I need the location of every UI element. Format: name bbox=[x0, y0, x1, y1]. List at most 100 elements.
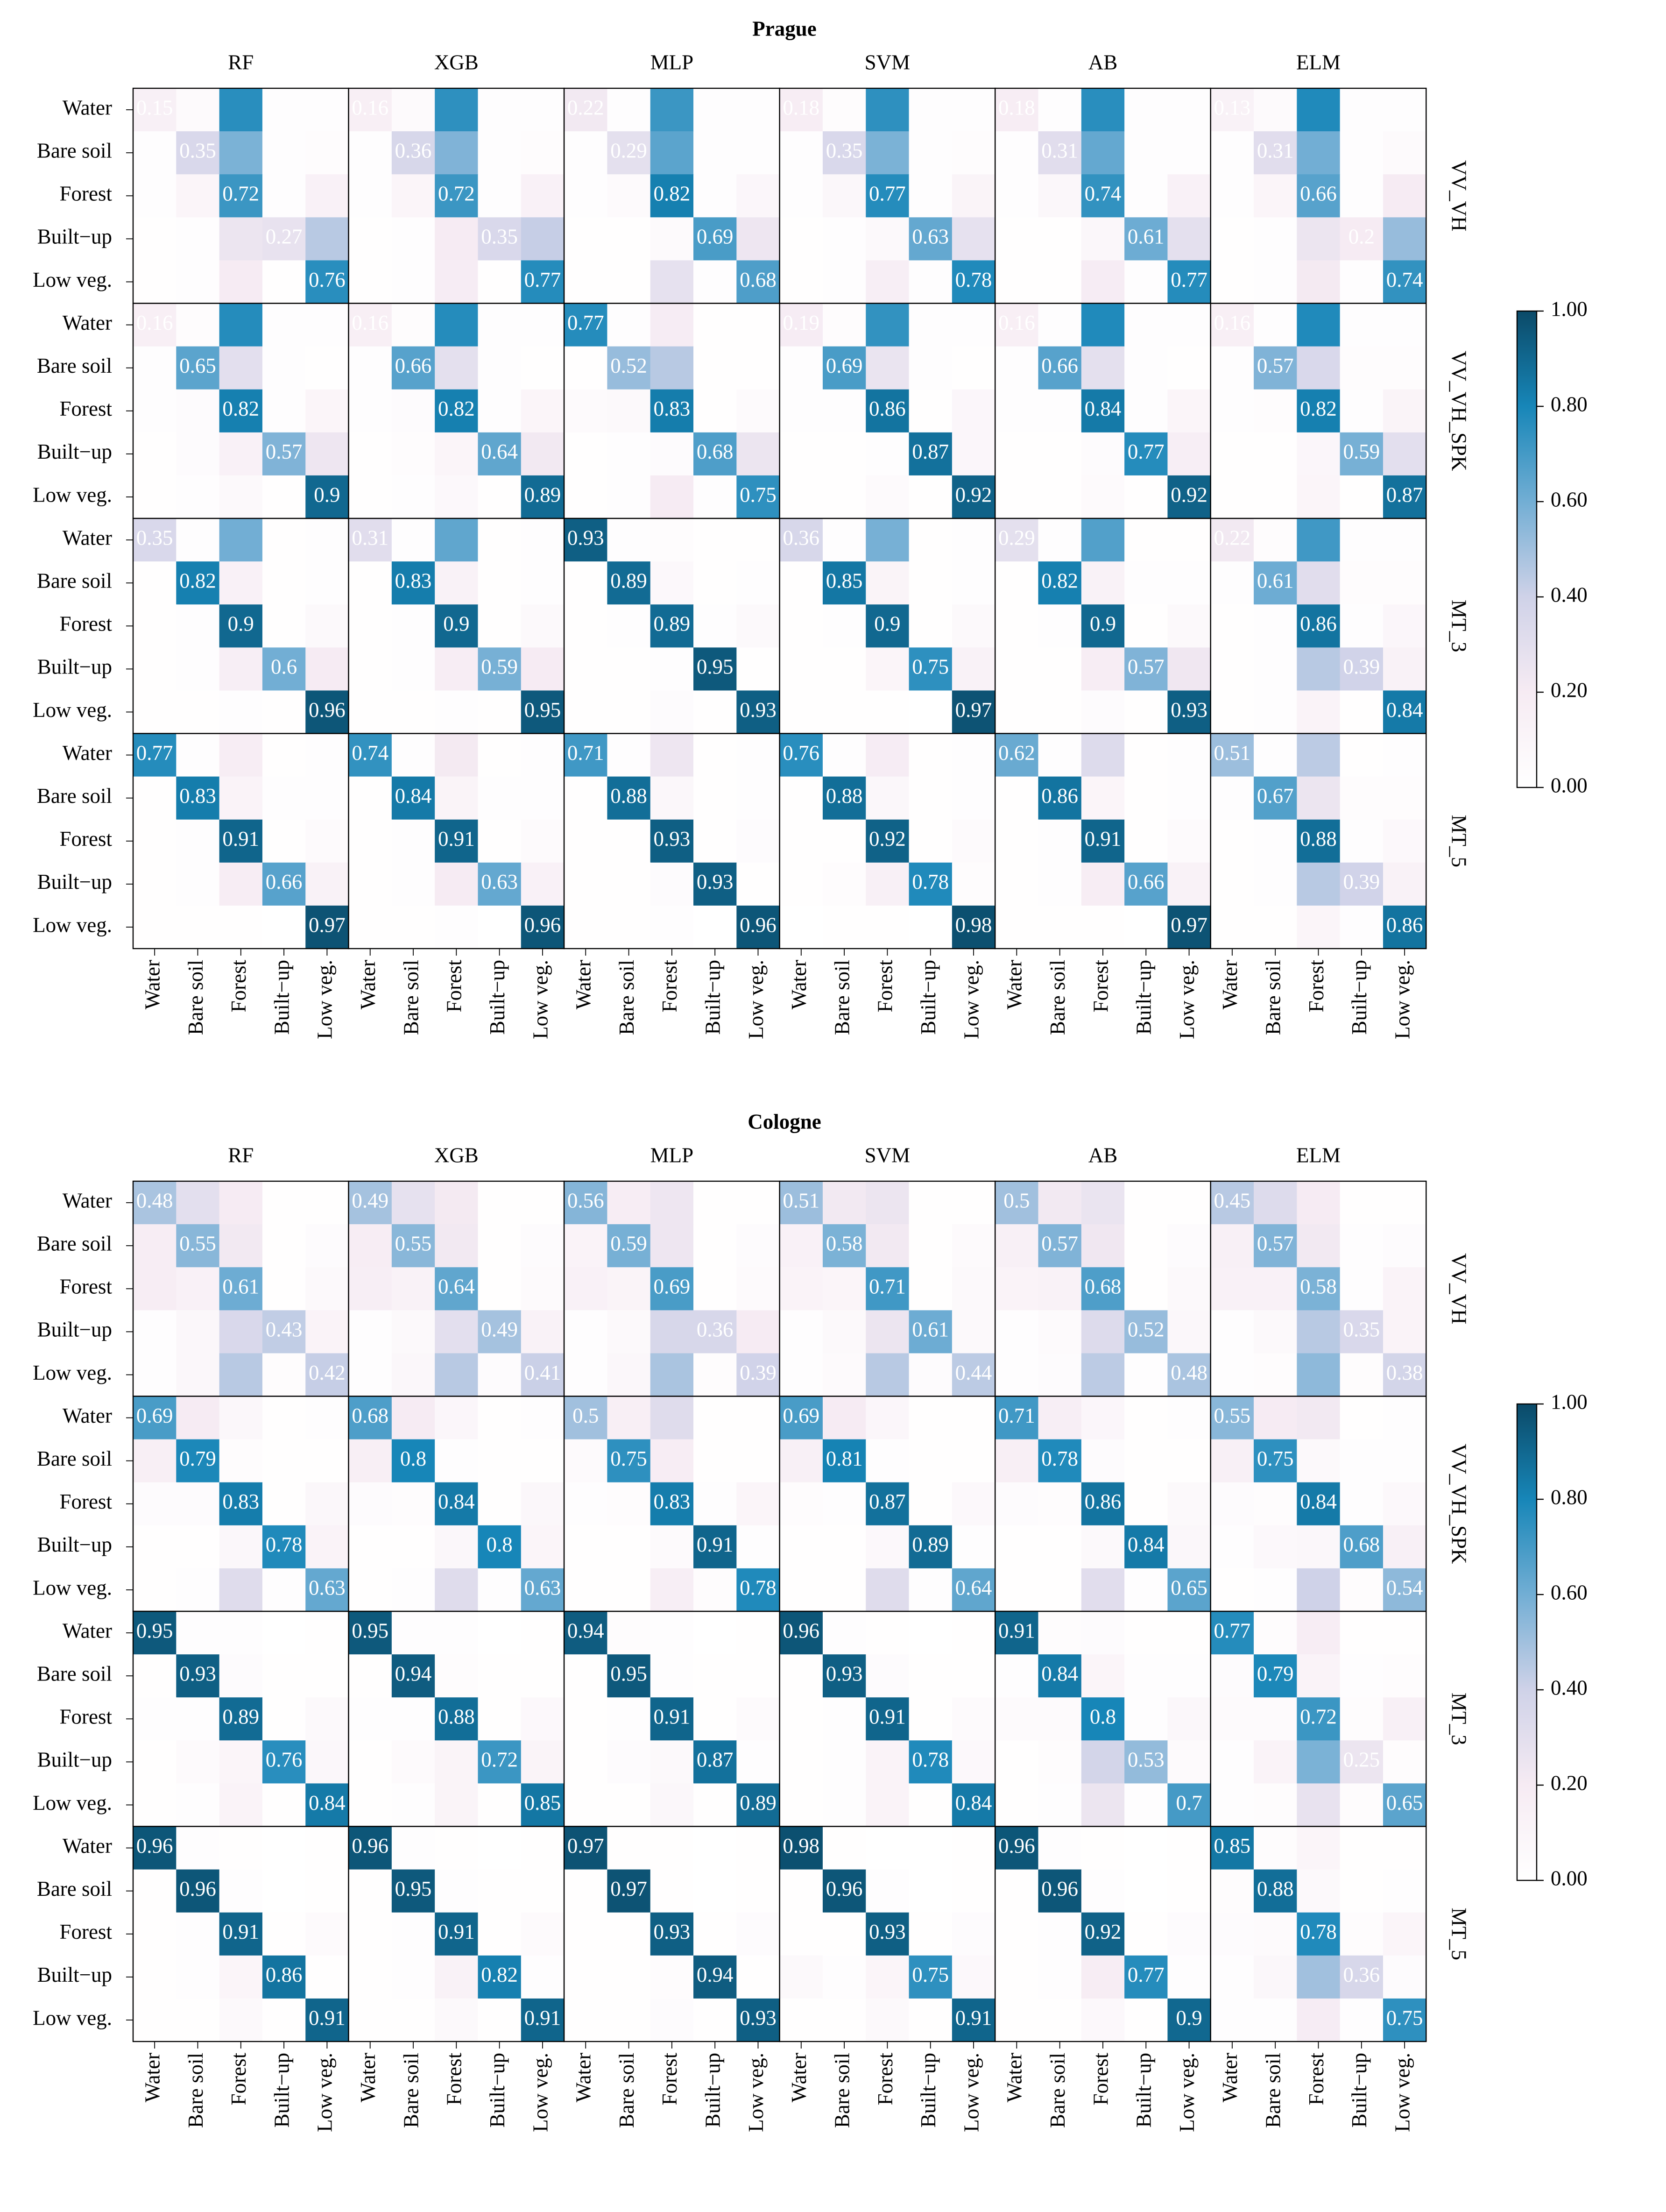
cell bbox=[348, 862, 392, 906]
cell bbox=[736, 174, 780, 218]
cell bbox=[952, 862, 996, 906]
cell-label: 0.96 bbox=[1041, 1877, 1078, 1900]
cell bbox=[779, 174, 823, 218]
cell bbox=[219, 1869, 263, 1913]
cell bbox=[478, 690, 522, 734]
cell bbox=[1167, 131, 1211, 175]
cell bbox=[1210, 1439, 1254, 1483]
cell bbox=[133, 905, 177, 949]
cell bbox=[779, 1224, 823, 1268]
cell bbox=[995, 690, 1039, 734]
cell bbox=[1254, 303, 1298, 347]
cell bbox=[564, 475, 608, 519]
cell bbox=[822, 905, 867, 949]
cell bbox=[1167, 174, 1211, 218]
cell bbox=[995, 819, 1039, 863]
cell bbox=[133, 1396, 177, 1440]
cell bbox=[1167, 776, 1211, 820]
cell bbox=[822, 604, 867, 648]
cell bbox=[521, 131, 565, 175]
cell-label: 0.75 bbox=[1257, 1447, 1294, 1470]
cell bbox=[219, 1998, 263, 2042]
cell bbox=[607, 1482, 651, 1526]
y-tick-label: Low veg. bbox=[33, 268, 112, 291]
cell bbox=[305, 819, 349, 863]
cell bbox=[1340, 1224, 1384, 1268]
cell bbox=[1124, 1740, 1168, 1784]
cell-label: 0.7 bbox=[1176, 1791, 1202, 1815]
cell bbox=[1124, 1697, 1168, 1741]
cell-label: 0.88 bbox=[610, 784, 647, 808]
cell bbox=[1210, 346, 1254, 390]
cell bbox=[564, 1396, 608, 1440]
cell bbox=[866, 303, 910, 347]
cell bbox=[1254, 776, 1298, 820]
x-tick-label: Forest bbox=[1305, 2052, 1328, 2105]
cell bbox=[305, 1482, 349, 1526]
cell bbox=[952, 1955, 996, 1999]
cell-label: 0.87 bbox=[912, 440, 949, 463]
cell bbox=[1210, 862, 1254, 906]
cell-label: 0.88 bbox=[1257, 1877, 1294, 1900]
y-tick-label: Forest bbox=[60, 1920, 113, 1943]
cell-label: 0.77 bbox=[524, 268, 561, 291]
cell bbox=[1210, 1998, 1254, 2042]
strip-label: VV_VH bbox=[1447, 1253, 1471, 1324]
cell-label: 0.88 bbox=[438, 1705, 475, 1729]
cell bbox=[1167, 561, 1211, 605]
cell bbox=[521, 174, 565, 218]
cell bbox=[219, 1310, 263, 1354]
cell bbox=[348, 475, 392, 519]
cell-label: 0.77 bbox=[1128, 1963, 1165, 1986]
cell bbox=[909, 432, 953, 476]
cell bbox=[305, 174, 349, 218]
cell bbox=[1038, 346, 1082, 390]
cell bbox=[650, 1181, 694, 1225]
cell bbox=[133, 1740, 177, 1784]
cell bbox=[1340, 1353, 1384, 1397]
cell bbox=[1167, 1181, 1211, 1225]
cell bbox=[133, 1568, 177, 1612]
cell bbox=[1340, 475, 1384, 519]
cell bbox=[693, 475, 737, 519]
cell bbox=[822, 1310, 867, 1354]
cell bbox=[866, 1396, 910, 1440]
cell-label: 0.96 bbox=[783, 1619, 819, 1642]
cell bbox=[1383, 1826, 1427, 1870]
cell bbox=[607, 1783, 651, 1827]
cell bbox=[1254, 819, 1298, 863]
cell-label: 0.9 bbox=[1176, 2006, 1202, 2029]
cell bbox=[435, 1611, 479, 1655]
cell bbox=[779, 1654, 823, 1698]
cell-label: 0.74 bbox=[1386, 268, 1423, 291]
cell bbox=[1167, 1869, 1211, 1913]
cell-label: 0.84 bbox=[955, 1791, 992, 1815]
cell bbox=[736, 733, 780, 777]
cell bbox=[391, 647, 436, 691]
x-tick-label: Low veg. bbox=[529, 2053, 552, 2132]
cell-label: 0.84 bbox=[395, 784, 432, 808]
x-tick-label: Built−up bbox=[486, 960, 509, 1035]
x-tick-label: Built−up bbox=[701, 960, 725, 1035]
cell bbox=[693, 1568, 737, 1612]
cell bbox=[348, 1396, 392, 1440]
cell bbox=[1167, 905, 1211, 949]
cell bbox=[1340, 1611, 1384, 1655]
cell bbox=[693, 1955, 737, 1999]
cell bbox=[1254, 690, 1298, 734]
y-tick-label: Water bbox=[63, 741, 112, 765]
cell bbox=[995, 1611, 1039, 1655]
cell bbox=[736, 1525, 780, 1569]
cell bbox=[391, 1224, 436, 1268]
cell bbox=[909, 260, 953, 304]
y-tick-label: Low veg. bbox=[33, 2006, 112, 2029]
cell bbox=[1081, 475, 1125, 519]
cell bbox=[176, 1439, 220, 1483]
cell bbox=[1254, 174, 1298, 218]
cell bbox=[1124, 690, 1168, 734]
cell bbox=[521, 1482, 565, 1526]
cell bbox=[1254, 389, 1298, 433]
cell bbox=[1038, 1482, 1082, 1526]
cell bbox=[348, 1310, 392, 1354]
cell bbox=[822, 776, 867, 820]
